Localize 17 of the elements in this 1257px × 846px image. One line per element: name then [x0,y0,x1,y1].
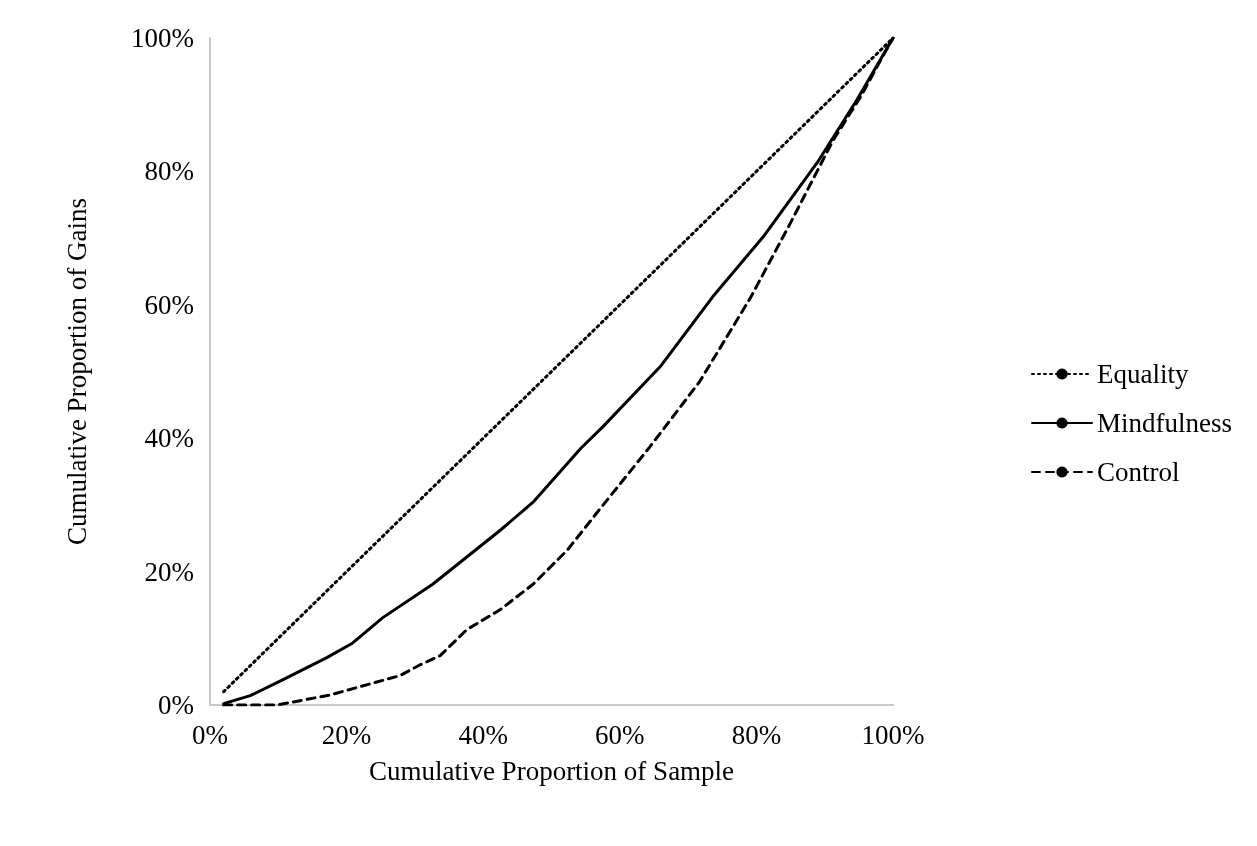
x-tick-label: 40% [458,719,508,750]
legend-label: Control [1097,457,1180,487]
x-tick-label: 100% [861,719,925,750]
y-tick-label: 80% [144,156,194,187]
y-tick-label: 60% [144,289,194,320]
x-axis-title: Cumulative Proportion of Sample [368,755,735,786]
y-tick-label: 100% [131,23,194,53]
y-tick-label: 40% [144,423,194,454]
x-tick-label: 20% [321,719,372,750]
x-tick-label: 80% [731,719,782,750]
y-axis-title: Cumulative Proportion of Gains [61,197,92,546]
legend-label: Equality [1097,359,1189,389]
legend-label: Mindfulness [1097,408,1232,438]
y-tick-label: 0% [158,690,194,720]
x-tick-label: 0% [192,719,228,750]
y-tick-label: 20% [144,556,194,587]
x-tick-label: 60% [595,719,645,750]
